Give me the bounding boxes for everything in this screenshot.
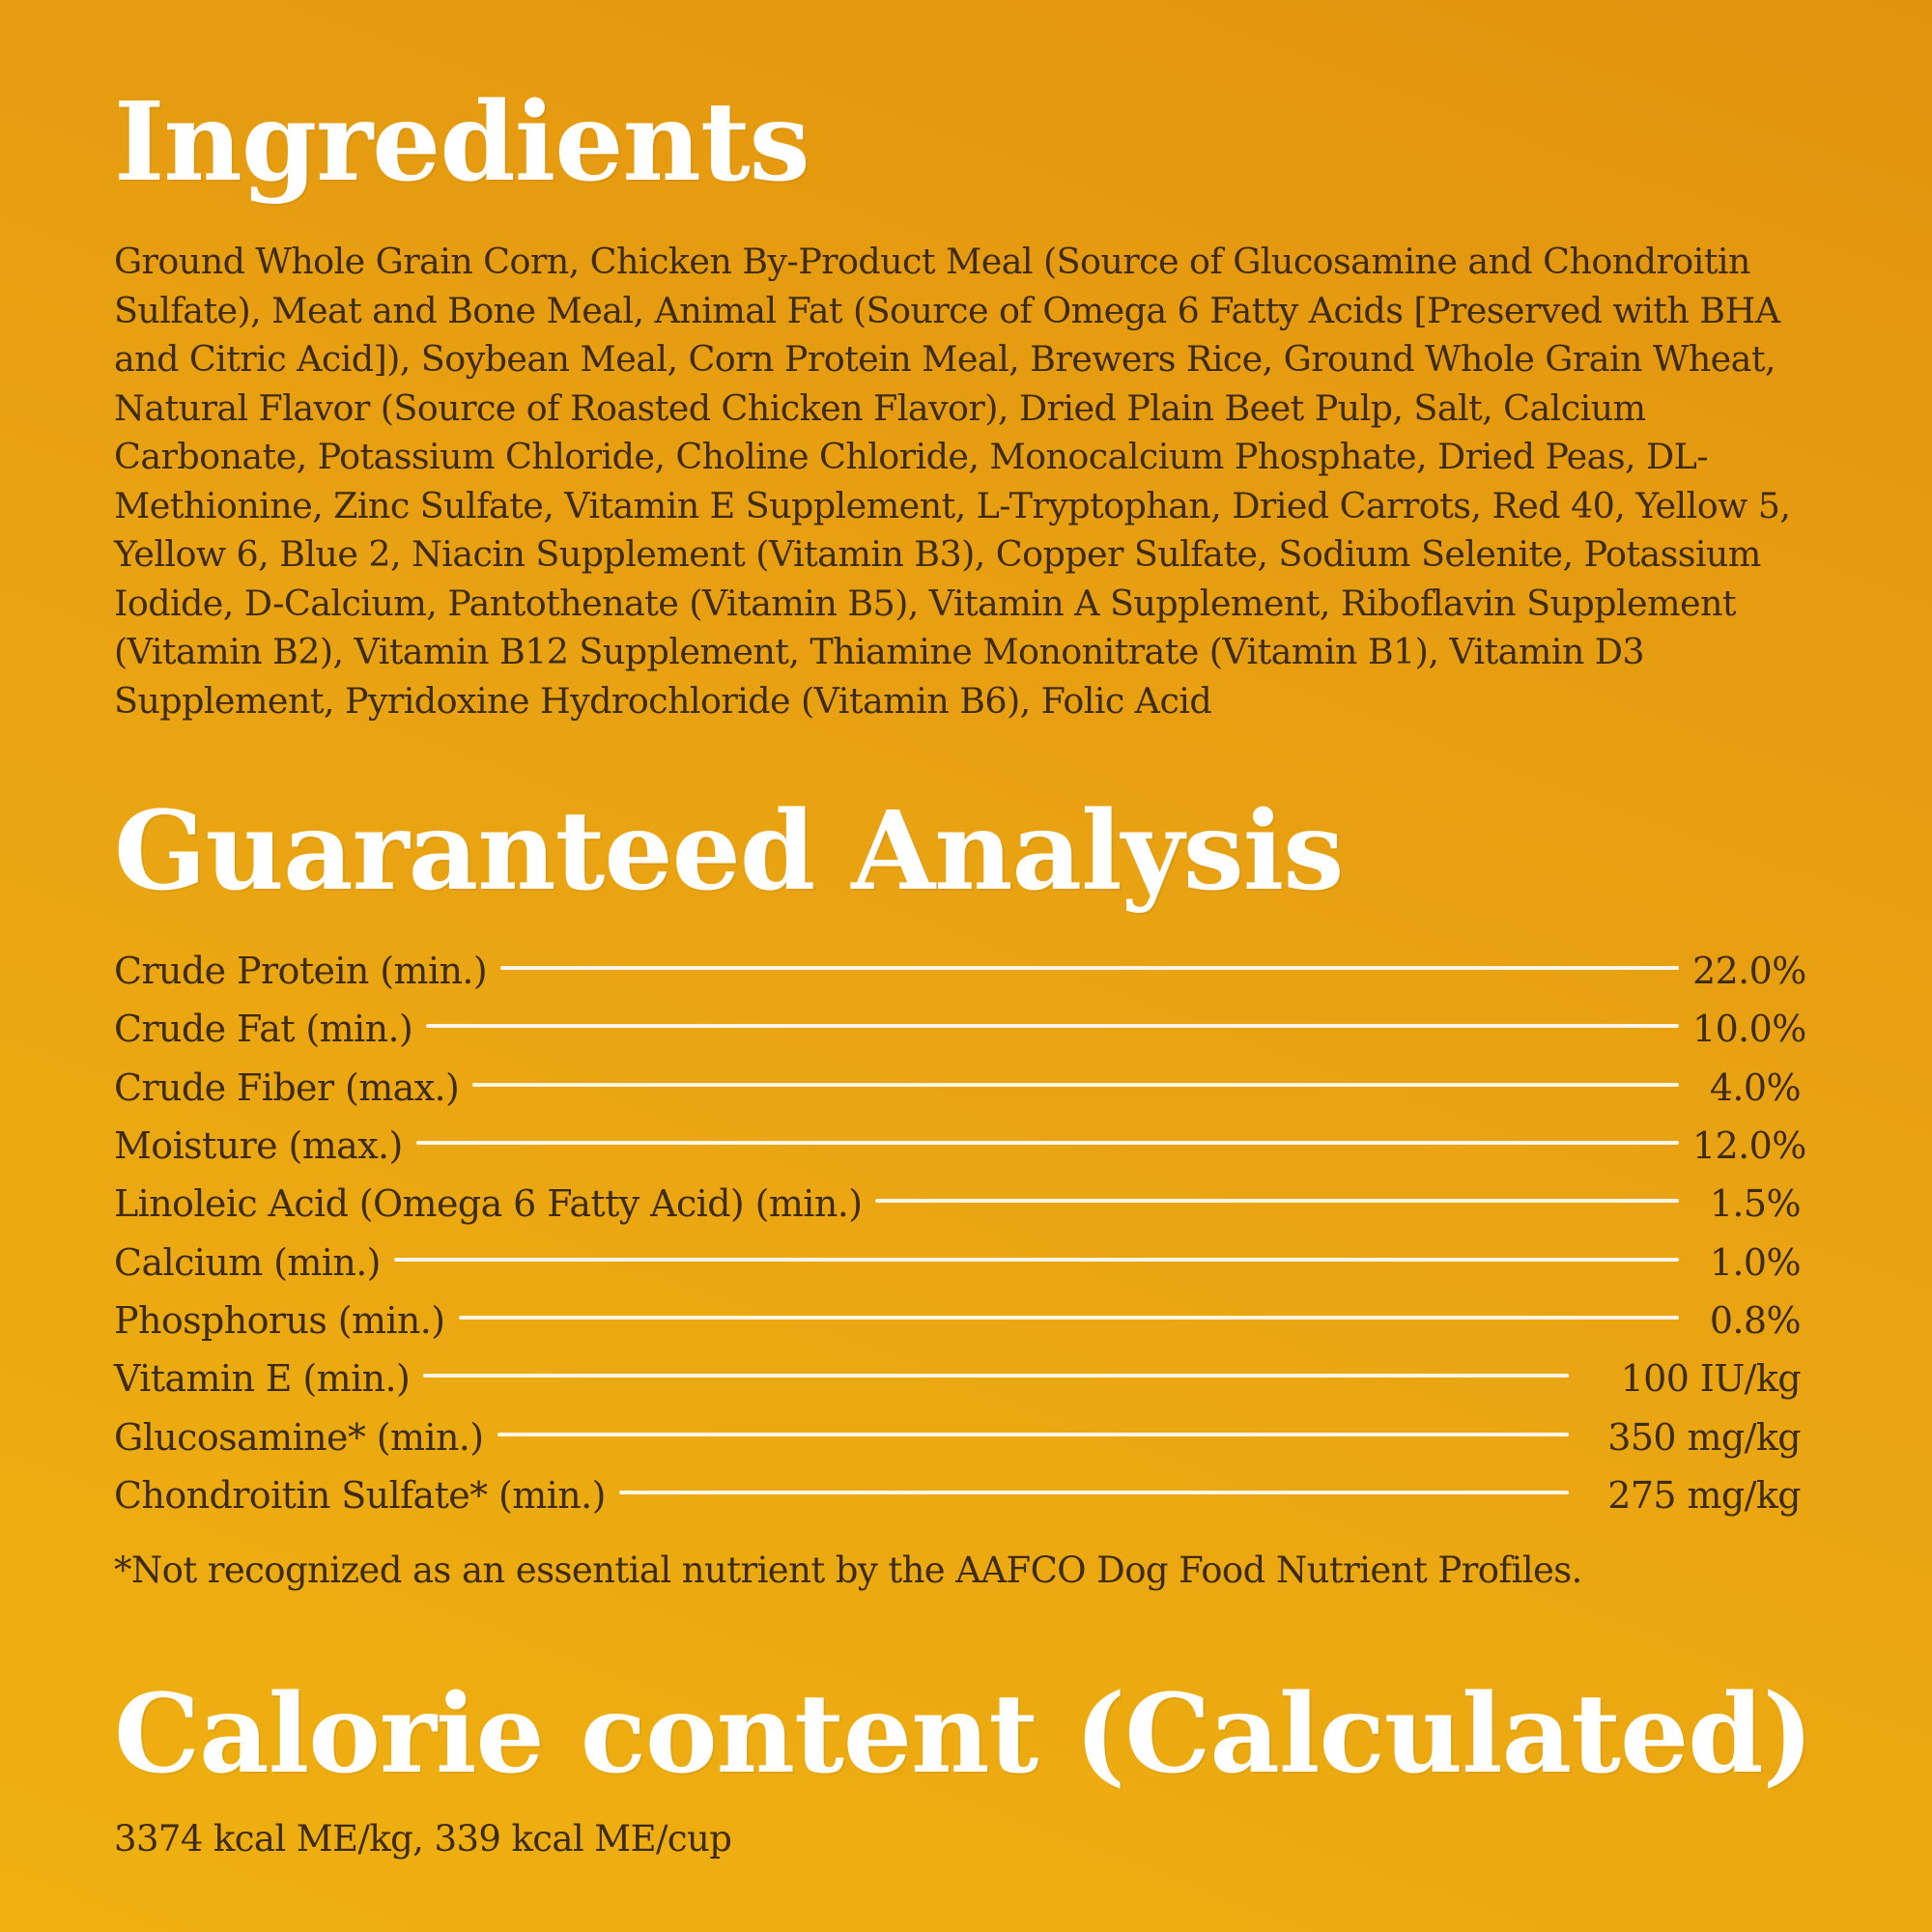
leader-line [458,1315,1679,1320]
calorie-content-value: 3374 kcal ME/kg, 339 kcal ME/cup [114,1818,732,1860]
analysis-label: Glucosamine* (min.) [114,1415,484,1459]
analysis-value: 275 mg/kg [1607,1473,1801,1517]
leader-line [393,1257,1679,1262]
leader-line [426,1024,1679,1029]
analysis-label: Crude Protein (min.) [114,950,488,993]
aafco-footnote: *Not recognized as an essential nutrient… [114,1549,1582,1591]
analysis-value: 1.0% [1709,1240,1802,1284]
leader-line [875,1199,1679,1204]
analysis-label: Crude Fiber (max.) [114,1065,460,1109]
analysis-table: Crude Protein (min.) 22.0% Crude Fat (mi… [114,942,1806,1524]
leader-line [423,1374,1569,1378]
analysis-row-glucosamine: Glucosamine* (min.) 350 mg/kg [114,1407,1802,1465]
analysis-value: 12.0% [1692,1124,1806,1168]
analysis-value: 4.0% [1709,1065,1802,1109]
analysis-label: Calcium (min.) [114,1240,382,1284]
analysis-value: 10.0% [1692,1008,1806,1051]
analysis-row-phosphorus: Phosphorus (min.) 0.8% [114,1292,1802,1350]
analysis-row-moisture: Moisture (max.) 12.0% [114,1117,1806,1175]
leader-line [472,1082,1679,1087]
analysis-label: Chondroitin Sulfate* (min.) [114,1473,606,1517]
leader-line [415,1141,1679,1146]
analysis-label: Linoleic Acid (Omega 6 Fatty Acid) (min.… [114,1182,863,1226]
analysis-value: 100 IU/kg [1620,1357,1802,1401]
calorie-content-heading: Calorie content (Calculated) [114,1671,1814,1798]
analysis-label: Vitamin E (min.) [114,1357,411,1401]
analysis-value: 1.5% [1709,1182,1802,1226]
analysis-value: 22.0% [1692,950,1806,993]
analysis-label: Phosphorus (min.) [114,1298,445,1342]
leader-line [500,966,1679,971]
analysis-row-calcium: Calcium (min.) 1.0% [114,1233,1802,1291]
analysis-label: Moisture (max.) [114,1124,403,1168]
analysis-value: 0.8% [1709,1298,1802,1342]
leader-line [618,1490,1569,1494]
analysis-row-crude-protein: Crude Protein (min.) 22.0% [114,942,1806,1000]
analysis-row-crude-fat: Crude Fat (min.) 10.0% [114,1000,1806,1058]
ingredients-heading: Ingredients [114,79,810,206]
guaranteed-analysis-heading: Guaranteed Analysis [114,788,1344,915]
analysis-row-linoleic-acid: Linoleic Acid (Omega 6 Fatty Acid) (min.… [114,1175,1802,1233]
analysis-value: 350 mg/kg [1607,1415,1801,1459]
analysis-row-crude-fiber: Crude Fiber (max.) 4.0% [114,1059,1802,1117]
leader-line [497,1432,1569,1436]
analysis-row-vitamin-e: Vitamin E (min.) 100 IU/kg [114,1350,1802,1407]
ingredients-list: Ground Whole Grain Corn, Chicken By-Prod… [114,241,1791,722]
analysis-row-chondroitin-sulfate: Chondroitin Sulfate* (min.) 275 mg/kg [114,1466,1802,1524]
analysis-label: Crude Fat (min.) [114,1008,413,1051]
